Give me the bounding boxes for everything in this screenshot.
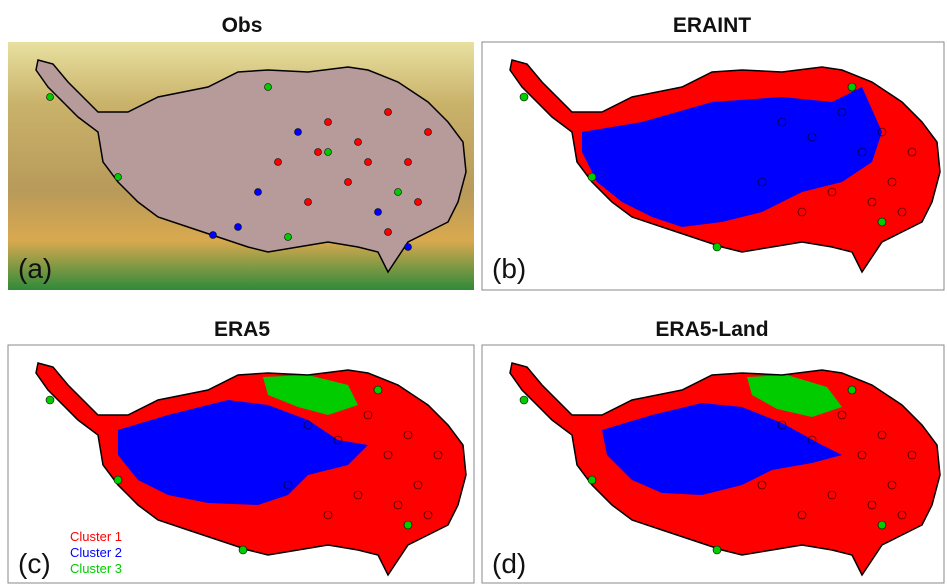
panel-title: ERAINT: [673, 14, 751, 37]
panel-b: (b): [481, 41, 945, 291]
panel-title: Obs: [222, 14, 263, 37]
cluster-region: [263, 375, 358, 415]
cluster-region: [602, 403, 842, 495]
panel-title: ERA5: [214, 318, 270, 341]
cluster-region: [118, 400, 368, 505]
panel-label: (a): [18, 253, 52, 284]
cluster-region: [582, 87, 882, 227]
panel-label: (b): [492, 253, 526, 284]
panel-title: ERA5-Land: [655, 318, 768, 341]
legend-entry: Cluster 2: [70, 545, 122, 560]
panel-label: (c): [18, 548, 51, 579]
panel-a: (a): [8, 42, 474, 290]
stations: [46, 83, 432, 251]
legend-entry: Cluster 3: [70, 561, 122, 576]
panel-label: (d): [492, 548, 526, 579]
cluster-region: [747, 375, 842, 417]
panel-d: (d): [481, 344, 945, 584]
legend-entry: Cluster 1: [70, 529, 122, 544]
